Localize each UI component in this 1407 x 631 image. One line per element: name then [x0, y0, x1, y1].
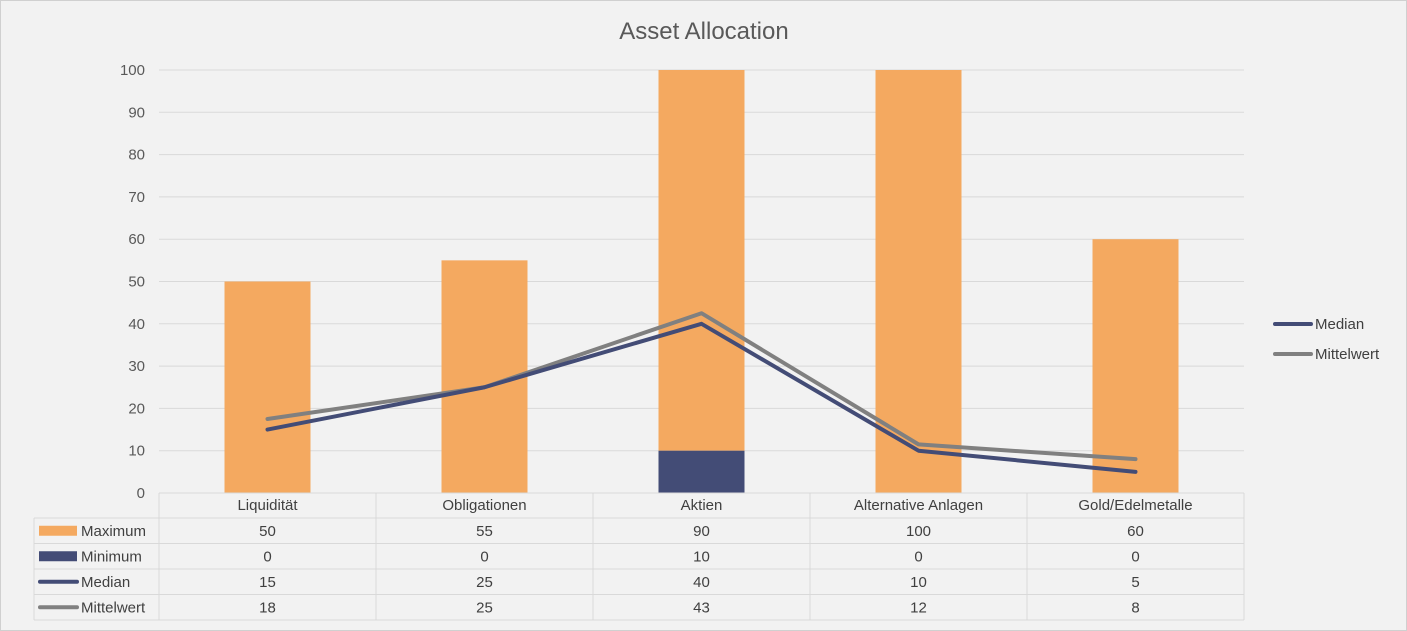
- series-lines: [265, 311, 1138, 474]
- data-table: Liquidität Obligationen Aktien Alternative …: [33, 492, 1245, 621]
- y-axis-ticks: 0 10 20 30 40 50 60 70 80 90 100: [120, 62, 145, 502]
- bar-minimum-2: [658, 450, 745, 493]
- table-key-minimum: [39, 551, 77, 562]
- table-cell-mittelwert-0: 18: [259, 599, 276, 616]
- table-cell-minimum-3: 0: [914, 548, 922, 565]
- bar-maximum-2: [658, 70, 745, 451]
- table-cell-median-1: 25: [476, 574, 493, 591]
- table-cell-minimum-1: 0: [480, 548, 488, 565]
- line-mittelwert: [265, 311, 1138, 462]
- table-cell-median-0: 15: [259, 574, 276, 591]
- bar-maximum-4: [1092, 239, 1179, 493]
- legend: Median Mittelwert: [1273, 316, 1380, 363]
- y-tick-label-80: 80: [128, 147, 145, 164]
- table-cell-mittelwert-2: 43: [693, 599, 710, 616]
- table-cell-minimum-2: 10: [693, 548, 710, 565]
- table-cell-maximum-1: 55: [476, 523, 493, 540]
- table-cell-maximum-2: 90: [693, 523, 710, 540]
- y-tick-label-40: 40: [128, 316, 145, 333]
- table-row-label-minimum: Minimum: [81, 548, 142, 565]
- table-row-label-mittelwert: Mittelwert: [81, 599, 146, 616]
- bars: [224, 70, 1179, 493]
- y-tick-label-0: 0: [137, 485, 145, 502]
- table-cell-median-2: 40: [693, 574, 710, 591]
- y-tick-label-100: 100: [120, 62, 145, 79]
- table-key-maximum: [39, 525, 77, 536]
- y-tick-label-90: 90: [128, 104, 145, 121]
- y-tick-label-70: 70: [128, 189, 145, 206]
- bar-maximum-3: [875, 70, 962, 493]
- y-tick-label-30: 30: [128, 358, 145, 375]
- table-cell-mittelwert-4: 8: [1131, 599, 1139, 616]
- bar-maximum-0: [224, 281, 311, 493]
- category-label-0: Liquidität: [237, 497, 298, 514]
- category-label-3: Alternative Anlagen: [854, 497, 983, 514]
- table-cell-minimum-0: 0: [263, 548, 271, 565]
- table-cell-median-4: 5: [1131, 574, 1139, 591]
- table-row-label-median: Median: [81, 574, 130, 591]
- legend-label-mittelwert: Mittelwert: [1315, 346, 1380, 363]
- chart-title: Asset Allocation: [619, 18, 788, 45]
- table-cell-median-3: 10: [910, 574, 927, 591]
- table-row-label-maximum: Maximum: [81, 523, 146, 540]
- legend-label-median: Median: [1315, 316, 1364, 333]
- category-label-1: Obligationen: [442, 497, 526, 514]
- line-median: [265, 321, 1138, 474]
- y-tick-label-20: 20: [128, 400, 145, 417]
- table-cell-maximum-3: 100: [906, 523, 931, 540]
- category-label-4: Gold/Edelmetalle: [1078, 497, 1192, 514]
- category-label-2: Aktien: [681, 497, 723, 514]
- y-tick-label-10: 10: [128, 443, 145, 460]
- table-cell-maximum-0: 50: [259, 523, 276, 540]
- table-cell-maximum-4: 60: [1127, 523, 1144, 540]
- table-cell-minimum-4: 0: [1131, 548, 1139, 565]
- table-cell-mittelwert-1: 25: [476, 599, 493, 616]
- y-tick-label-60: 60: [128, 231, 145, 248]
- y-tick-label-50: 50: [128, 274, 145, 291]
- table-cell-mittelwert-3: 12: [910, 599, 927, 616]
